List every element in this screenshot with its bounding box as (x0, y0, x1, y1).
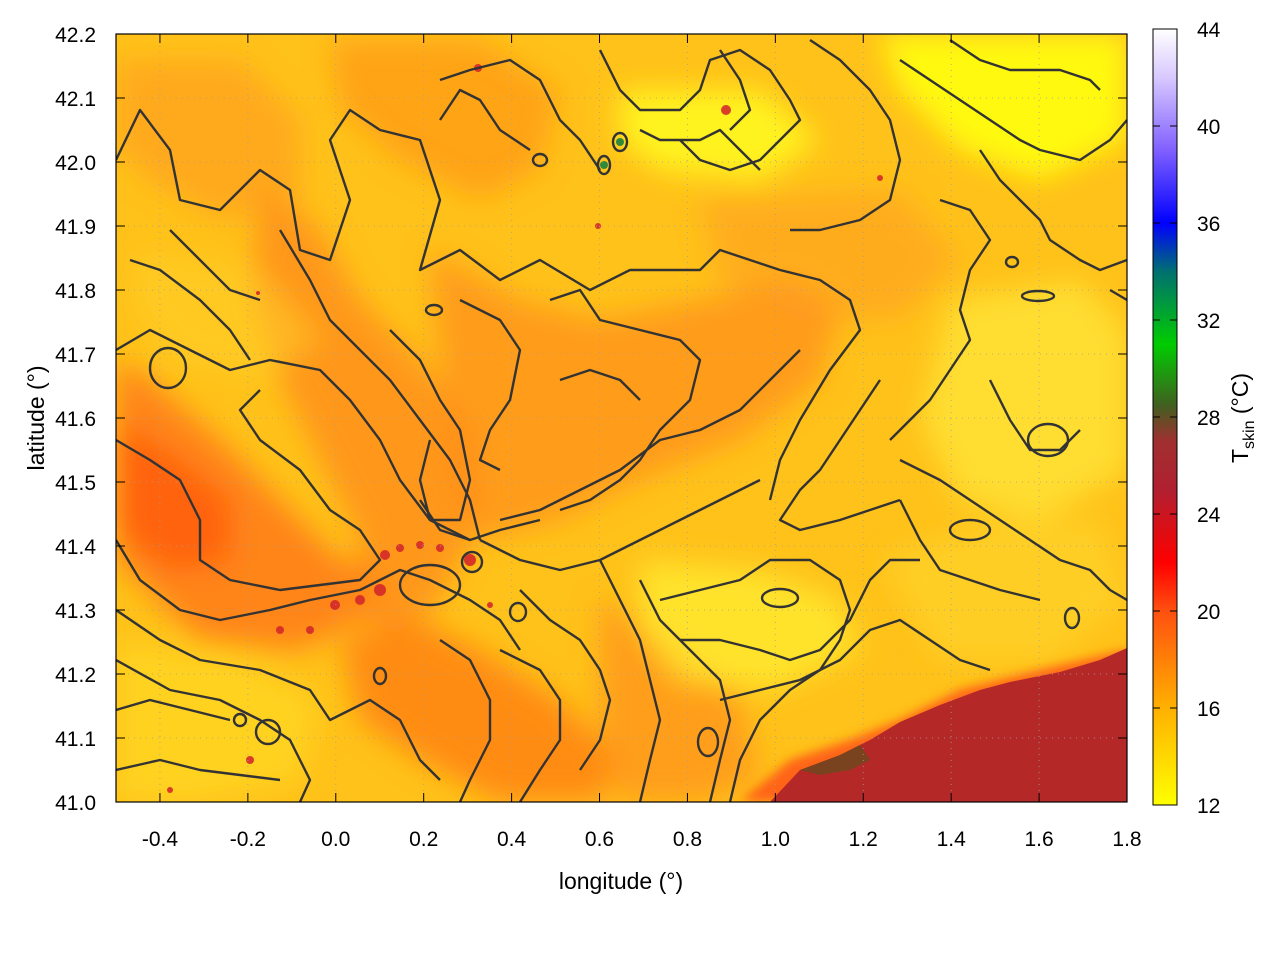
x-axis-label: longitude (°) (559, 868, 683, 894)
green-spots (600, 138, 624, 169)
colorbar-tick-label: 36 (1197, 213, 1220, 236)
y-tick-labels: 41.0 41.1 41.2 41.3 41.4 41.5 41.6 41.7 41.8 41.9… (55, 24, 96, 815)
colorbar-tick-label: 16 (1197, 698, 1220, 721)
y-tick-label: 41.2 (55, 664, 96, 687)
y-tick-label: 41.6 (55, 408, 96, 431)
y-axis-label: latitude (°) (23, 365, 49, 470)
y-tick-label: 41.9 (55, 216, 96, 239)
y-tick-label: 41.3 (55, 600, 96, 623)
colorbar: 12 16 20 24 28 32 36 40 44 (1152, 19, 1221, 818)
x-tick-label: 0.6 (585, 828, 614, 851)
x-tick-label: 0.2 (409, 828, 438, 851)
colorbar-tick-label: 28 (1197, 407, 1220, 430)
colorbar-tick-label: 24 (1197, 504, 1221, 527)
x-tick-label: 1.0 (761, 828, 790, 851)
y-tick-label: 41.8 (55, 280, 96, 303)
y-tick-label: 42.1 (55, 88, 96, 111)
axis-ticks (116, 33, 1128, 803)
y-tick-label: 41.1 (55, 728, 96, 751)
x-tick-label: 0.8 (673, 828, 702, 851)
x-tick-label: 1.6 (1024, 828, 1053, 851)
y-tick-label: 42.0 (55, 152, 96, 175)
y-tick-label: 42.2 (55, 24, 96, 47)
colorbar-label: Tskin (°C) (1227, 373, 1258, 463)
colorbar-tick-label: 40 (1197, 116, 1220, 139)
y-tick-label: 41.5 (55, 472, 96, 495)
contour-lines (116, 39, 1127, 802)
x-tick-label: -0.2 (230, 828, 266, 851)
x-tick-label: 1.8 (1112, 828, 1141, 851)
x-tick-label: -0.4 (142, 828, 179, 851)
y-tick-label: 41.0 (55, 792, 96, 815)
x-tick-label: 0.0 (321, 828, 350, 851)
colorbar-tick-label: 32 (1197, 310, 1220, 333)
x-tick-label: 1.2 (849, 828, 878, 851)
y-tick-label: 41.7 (55, 344, 96, 367)
colorbar-tick-label: 20 (1197, 601, 1220, 624)
contour-islands (148, 131, 1081, 758)
heatmap-field (116, 34, 1127, 802)
y-tick-label: 41.4 (55, 536, 96, 559)
x-tick-label: 0.4 (497, 828, 527, 851)
x-tick-labels: -0.4 -0.2 0.0 0.2 0.4 0.6 0.8 1.0 1.2 1.4 1.6 1.8 (142, 828, 1142, 851)
colorbar-label-main: T (1227, 449, 1253, 463)
colorbar-tick-label: 44 (1197, 19, 1221, 42)
colorbar-label-sub: skin (1241, 421, 1258, 449)
x-tick-label: 1.4 (937, 828, 967, 851)
colorbar-tick-label: 12 (1197, 795, 1220, 818)
grid-lines (116, 34, 1127, 802)
colorbar-label-unit: (°C) (1227, 373, 1253, 421)
